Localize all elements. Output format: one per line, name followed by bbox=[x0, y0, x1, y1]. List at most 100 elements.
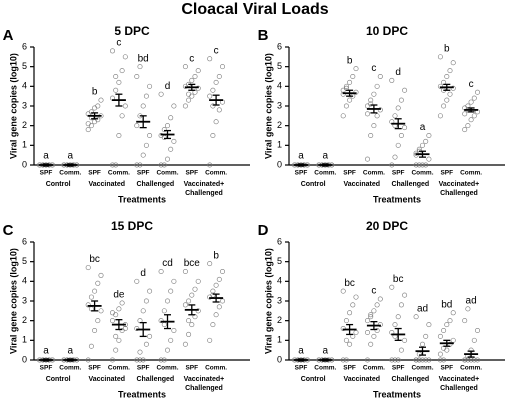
panel-title: 20 DPC bbox=[366, 219, 408, 233]
data-point bbox=[343, 337, 349, 343]
data-point bbox=[85, 302, 91, 308]
category-label: SPF bbox=[88, 365, 101, 372]
data-point bbox=[220, 298, 226, 304]
data-point bbox=[419, 162, 425, 168]
data-point bbox=[392, 357, 398, 363]
data-point bbox=[171, 327, 177, 333]
data-point bbox=[413, 152, 419, 158]
data-point bbox=[437, 83, 443, 89]
data-point bbox=[450, 60, 456, 66]
data-point bbox=[402, 292, 408, 298]
data-point bbox=[143, 142, 149, 148]
group-label: Vaccinated+ bbox=[184, 376, 225, 383]
data-point bbox=[364, 111, 370, 117]
data-point bbox=[210, 288, 216, 294]
category-label: SPF bbox=[343, 365, 356, 372]
data-point bbox=[207, 93, 213, 99]
data-point bbox=[347, 97, 353, 103]
data-point bbox=[441, 103, 447, 109]
category-label: Comm. bbox=[156, 365, 178, 372]
y-tick-label: 2 bbox=[22, 315, 27, 325]
data-point bbox=[140, 103, 146, 109]
group-label: Vaccinated+ bbox=[439, 376, 480, 383]
data-point bbox=[116, 133, 122, 139]
y-tick-label: 3 bbox=[22, 295, 27, 305]
data-point bbox=[353, 294, 359, 300]
data-point bbox=[98, 272, 104, 278]
data-point bbox=[343, 357, 349, 363]
data-point bbox=[423, 138, 429, 144]
data-point bbox=[147, 83, 153, 89]
data-point bbox=[186, 298, 192, 304]
data-point bbox=[444, 74, 450, 80]
data-point bbox=[92, 105, 98, 111]
data-point bbox=[137, 64, 143, 70]
data-point bbox=[447, 68, 453, 74]
data-point bbox=[168, 337, 174, 343]
category-label: Comm. bbox=[411, 170, 433, 177]
data-point bbox=[216, 74, 222, 80]
data-point bbox=[143, 341, 149, 347]
category-label: Comm. bbox=[205, 170, 227, 177]
data-point bbox=[113, 312, 119, 318]
data-point bbox=[350, 302, 356, 308]
data-point bbox=[95, 117, 101, 123]
data-point bbox=[189, 292, 195, 298]
y-tick-label: 6 bbox=[277, 41, 282, 51]
group-label: Challenged bbox=[136, 376, 174, 383]
data-point bbox=[444, 322, 450, 328]
y-tick-label: 3 bbox=[277, 295, 282, 305]
data-point bbox=[377, 107, 383, 113]
data-point bbox=[368, 312, 374, 318]
y-tick-label: 1 bbox=[22, 140, 27, 150]
y-tick-label: 6 bbox=[277, 236, 282, 246]
y-tick-label: 3 bbox=[277, 100, 282, 110]
category-label: Comm. bbox=[59, 170, 81, 177]
significance-letter: b bbox=[444, 43, 450, 54]
data-point bbox=[122, 103, 128, 109]
y-tick-label: 4 bbox=[22, 276, 27, 286]
y-tick-label: 5 bbox=[22, 256, 27, 266]
data-point bbox=[98, 97, 104, 103]
data-point bbox=[468, 99, 474, 105]
data-point bbox=[165, 156, 171, 162]
data-point bbox=[374, 83, 380, 89]
y-tick-label: 6 bbox=[22, 41, 27, 51]
significance-letter: a bbox=[43, 151, 49, 162]
data-point bbox=[441, 357, 447, 363]
significance-letter: d bbox=[165, 81, 171, 92]
data-point bbox=[119, 68, 125, 74]
y-tick-label: 5 bbox=[22, 61, 27, 71]
data-point bbox=[402, 87, 408, 93]
data-point bbox=[402, 337, 408, 343]
data-point bbox=[116, 337, 122, 343]
data-point bbox=[182, 302, 188, 308]
y-tick-label: 4 bbox=[22, 81, 27, 91]
category-label: Comm. bbox=[205, 365, 227, 372]
y-tick-label: 1 bbox=[277, 335, 282, 345]
significance-letter: a bbox=[420, 122, 426, 133]
data-point bbox=[192, 74, 198, 80]
data-point bbox=[447, 91, 453, 97]
category-label: Comm. bbox=[314, 170, 336, 177]
panel-letter: B bbox=[258, 27, 269, 44]
x-axis-label: Treatments bbox=[118, 389, 166, 399]
data-point bbox=[113, 162, 119, 168]
y-tick-label: 5 bbox=[277, 61, 282, 71]
data-point bbox=[444, 97, 450, 103]
y-tick-label: 5 bbox=[277, 256, 282, 266]
panel-title: 15 DPC bbox=[111, 219, 153, 233]
x-axis-label: Treatments bbox=[118, 194, 166, 204]
data-point bbox=[377, 74, 383, 80]
significance-letter: c bbox=[371, 63, 376, 74]
data-point bbox=[158, 162, 164, 168]
data-point bbox=[423, 357, 429, 363]
data-point bbox=[186, 91, 192, 97]
data-point bbox=[110, 162, 116, 168]
data-point bbox=[471, 113, 477, 119]
data-point bbox=[343, 83, 349, 89]
significance-letter: b bbox=[213, 250, 219, 261]
x-axis-label: Treatments bbox=[373, 389, 421, 399]
data-point bbox=[113, 347, 119, 353]
data-point bbox=[189, 322, 195, 328]
